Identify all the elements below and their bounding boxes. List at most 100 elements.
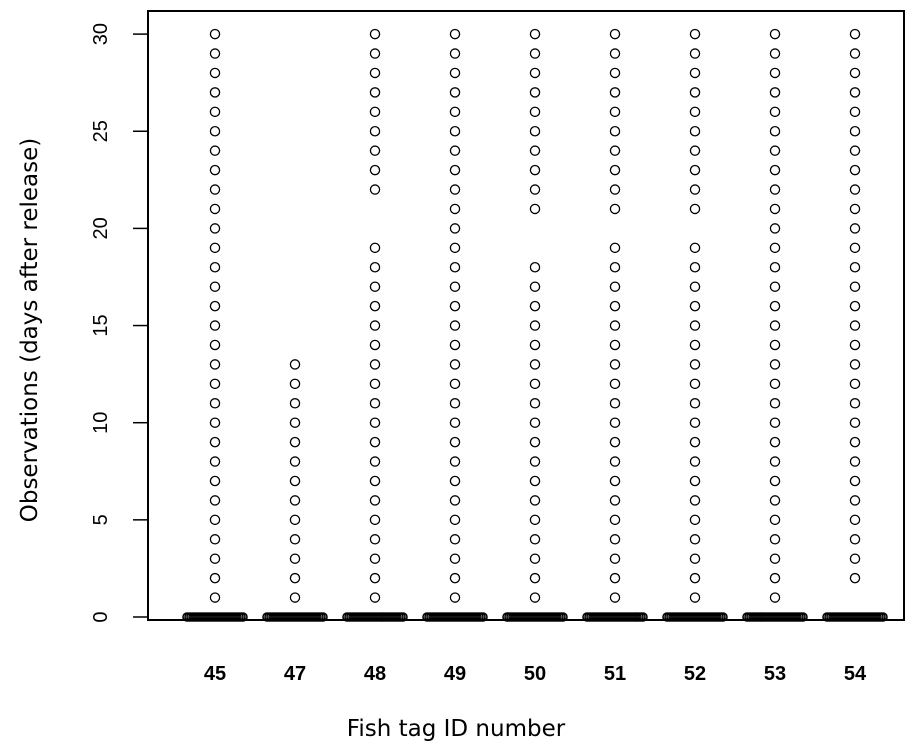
point [529,417,541,428]
point [449,28,461,40]
point [769,262,781,273]
point [609,475,621,487]
point [449,262,461,273]
point [369,553,381,564]
points-layer [182,28,888,622]
point [369,164,381,176]
point [369,475,381,487]
series-53 [742,28,808,622]
point [769,495,781,506]
point [609,164,621,176]
x-tick-label: 45 [204,663,226,685]
point [449,417,461,428]
point [689,398,701,409]
zero-observations [262,612,328,622]
point [849,223,861,234]
point [849,126,861,137]
point [209,359,221,370]
x-tick-label: 47 [284,663,306,685]
point-zero [718,612,728,622]
point [609,300,621,312]
point [849,145,861,156]
point [849,456,861,467]
point [689,67,701,79]
point [609,203,621,215]
point [449,203,461,215]
point [449,514,461,526]
point [609,145,621,156]
point [609,126,621,137]
point [769,475,781,487]
point [369,320,381,331]
point [849,67,861,79]
point [449,534,461,545]
point [689,184,701,195]
point [609,184,621,195]
point [849,398,861,409]
point-zero [798,612,808,622]
point [609,262,621,273]
x-tick-label: 50 [524,663,546,685]
point [529,87,541,98]
point [529,164,541,176]
point [289,592,301,603]
point [769,378,781,390]
point [529,534,541,545]
point [289,534,301,545]
point [849,534,861,545]
point [449,359,461,370]
point [529,320,541,331]
point [689,417,701,428]
point [209,48,221,59]
point-zero [318,612,328,622]
point [609,553,621,564]
point [689,553,701,564]
point [449,320,461,331]
point [769,126,781,137]
point [209,320,221,331]
point [689,281,701,292]
y-tick-label: 20 [90,217,112,239]
point [609,378,621,390]
point [209,417,221,428]
point [289,398,301,409]
point [209,203,221,215]
point [769,184,781,195]
point [529,456,541,467]
point [689,514,701,526]
point [449,436,461,448]
point [369,145,381,156]
zero-observations [342,612,408,622]
point [529,592,541,603]
point-zero [478,612,488,622]
point [449,242,461,254]
zero-observations [742,612,808,622]
point [769,242,781,254]
point [529,475,541,487]
point [209,378,221,390]
point [849,242,861,254]
point [209,67,221,79]
point [769,300,781,312]
point-zero [398,612,408,622]
point [449,398,461,409]
point [769,514,781,526]
point [369,184,381,195]
point [369,106,381,118]
point [209,300,221,312]
point [369,534,381,545]
series-52 [662,28,728,622]
point [209,339,221,351]
point [609,67,621,79]
point [449,223,461,234]
point [449,592,461,603]
point [849,164,861,176]
point [209,456,221,467]
point [369,514,381,526]
point [529,495,541,506]
point [209,28,221,40]
point [849,48,861,59]
point [769,48,781,59]
x-tick-label: 52 [684,663,706,685]
point [209,126,221,137]
